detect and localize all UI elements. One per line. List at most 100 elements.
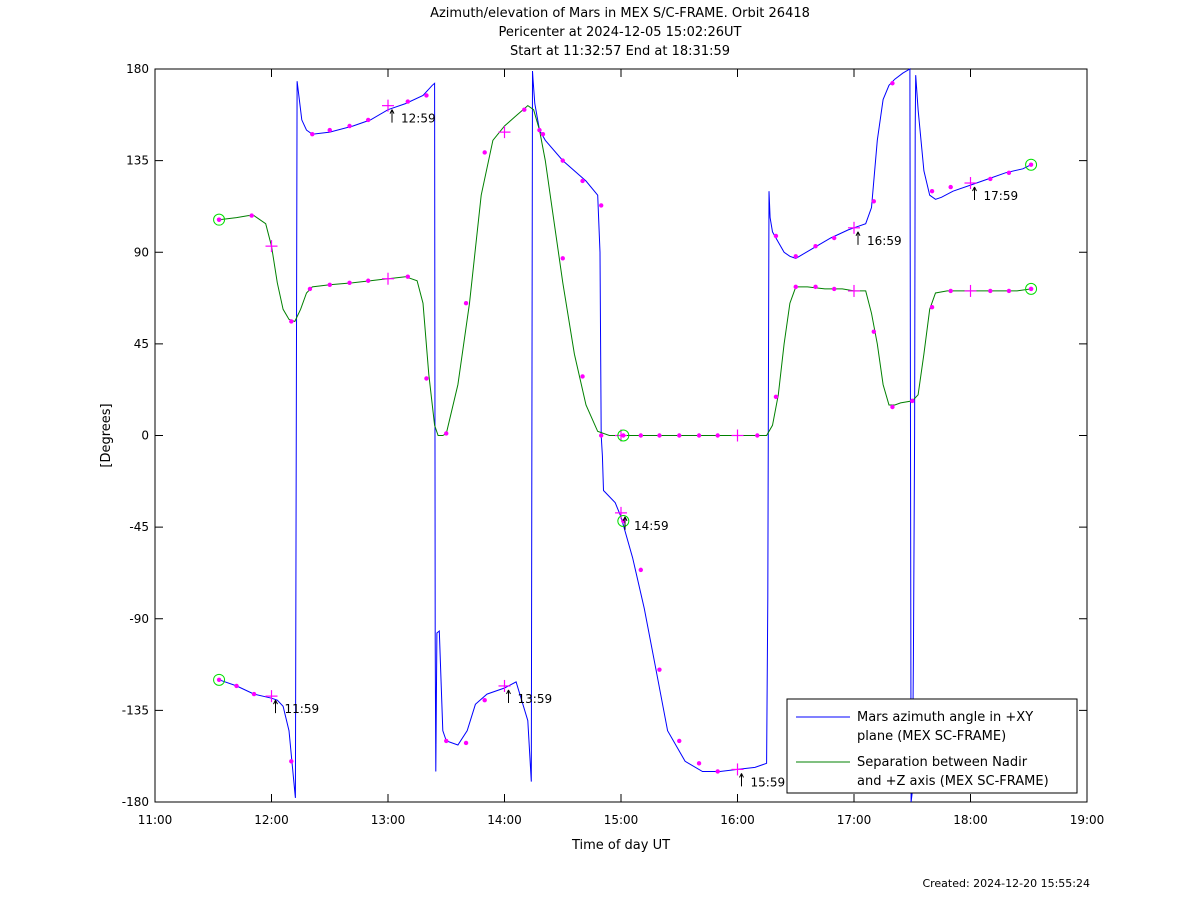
data-point-marker [657, 667, 662, 672]
legend: Mars azimuth angle in +XY plane (MEX SC-F… [786, 698, 1078, 794]
data-point-marker [580, 374, 585, 379]
data-point-marker [482, 697, 487, 703]
legend-box [786, 698, 1078, 794]
legend-entry-2: Separation between Nadir [857, 755, 1028, 770]
data-point-marker [540, 131, 546, 137]
data-point-marker [327, 282, 332, 288]
annotation-label: 14:59 [634, 519, 669, 533]
data-point-marker [948, 184, 953, 190]
data-point-marker [1028, 286, 1034, 292]
data-point-marker [249, 213, 254, 218]
data-point-marker [696, 433, 702, 438]
legend-entry-1: Mars azimuth angle in +XY [857, 710, 1033, 725]
chart-title-line-3: Start at 11:32:57 End at 18:31:59 [510, 44, 730, 59]
data-point-marker [831, 286, 837, 292]
data-point-marker [638, 433, 644, 438]
data-point-marker [216, 677, 222, 683]
annotation-pointer [275, 699, 278, 705]
start-end-circle-marker [213, 213, 226, 226]
data-point-marker [813, 284, 818, 290]
data-point-marker [910, 398, 915, 404]
start-end-circle-marker [213, 673, 226, 686]
series-line-2 [219, 104, 1032, 436]
data-point-marker [929, 188, 935, 194]
data-point-marker [677, 433, 682, 438]
data-point-marker [327, 127, 332, 133]
data-point-marker [310, 131, 315, 137]
annotation-pointer [391, 109, 395, 114]
data-point-marker [405, 99, 411, 104]
y-tick-label: 45 [134, 337, 149, 351]
y-tick-label: -180 [122, 795, 149, 809]
start-end-circle-marker [1025, 158, 1038, 171]
annotation-label: 13:59 [518, 692, 553, 706]
x-tick-label: 16:00 [720, 813, 755, 827]
data-point-marker [638, 567, 644, 573]
y-tick-label: -90 [129, 612, 149, 626]
data-point-marker [621, 433, 626, 438]
data-point-marker [793, 254, 798, 259]
annotation-label: 11:59 [285, 702, 320, 716]
data-point-marker [871, 199, 877, 204]
y-tick-label: 135 [126, 154, 149, 168]
data-point-marker [696, 761, 702, 766]
start-end-circle-marker [617, 429, 630, 442]
annotation-pointer [508, 689, 511, 695]
annotation-pointer [855, 231, 859, 237]
axis-ticks: 11:00 12:00 13:00 14:00 15:00 16:00 17:00 18:00… [122, 62, 1105, 827]
annotation-pointer [741, 773, 744, 778]
data-point-marker [1006, 288, 1012, 294]
chart-title: Azimuth/elevation of Mars in MEX S/C-FRA… [430, 6, 810, 59]
data-point-marker [793, 284, 798, 290]
legend-entry-2: and +Z axis (MEX SC-FRAME) [857, 774, 1049, 789]
data-point-marker [715, 769, 720, 774]
x-tick-label: 19:00 [1070, 813, 1105, 827]
annotation-label: 12:59 [401, 112, 436, 126]
data-point-marker [463, 740, 469, 746]
annotation-label: 15:59 [751, 775, 786, 789]
start-end-circle-marker [1025, 282, 1038, 295]
chart-title-line-1: Azimuth/elevation of Mars in MEX S/C-FRA… [430, 6, 810, 21]
annotation-pointer [739, 773, 742, 778]
data-point-marker [948, 288, 953, 294]
data-point-marker [1028, 162, 1034, 167]
data-point-marker [537, 127, 542, 133]
chart-title-line-2: Pericenter at 2024-12-05 15:02:26UT [498, 25, 741, 40]
x-axis-label: Time of day UT [571, 838, 670, 853]
x-tick-label: 18:00 [953, 813, 988, 827]
y-tick-label: -135 [122, 703, 149, 717]
data-point-marker [871, 329, 877, 334]
data-point-marker [289, 759, 294, 764]
data-point-marker [598, 203, 604, 208]
data-point-marker [755, 433, 760, 438]
data-point-marker [424, 93, 429, 98]
data-point-marker [522, 107, 527, 112]
data-point-marker [715, 433, 720, 438]
data-point-marker [289, 319, 294, 324]
data-point-marker [1006, 170, 1012, 176]
legend-entry-1: plane (MEX SC-FRAME) [857, 729, 1006, 744]
y-axis-label: [Degrees] [99, 403, 114, 467]
data-point-marker [813, 243, 818, 249]
annotation-pointer [273, 699, 276, 705]
annotation-pointer [972, 186, 975, 192]
x-tick-label: 17:00 [837, 813, 872, 827]
data-point-marker [929, 305, 935, 310]
data-point-marker [773, 233, 779, 239]
data-point-marker [677, 738, 682, 744]
data-point-marker [444, 738, 449, 744]
data-point-marker [560, 256, 565, 261]
annotation-pointer [974, 186, 977, 192]
x-tick-label: 15:00 [604, 813, 639, 827]
data-point-marker [405, 274, 411, 279]
annotation-layer: 11:59 12:59 13:59 14:59 15:59 16:59 17:59 [273, 109, 1018, 789]
data-point-marker [347, 280, 352, 285]
x-tick-label: 14:00 [487, 813, 522, 827]
annotation-pointer [506, 689, 509, 695]
x-tick-label: 12:00 [254, 813, 289, 827]
data-point-marker [307, 286, 313, 292]
annotation-label: 16:59 [867, 234, 902, 248]
annotation-pointer [624, 516, 628, 522]
y-tick-label: 0 [141, 429, 149, 443]
